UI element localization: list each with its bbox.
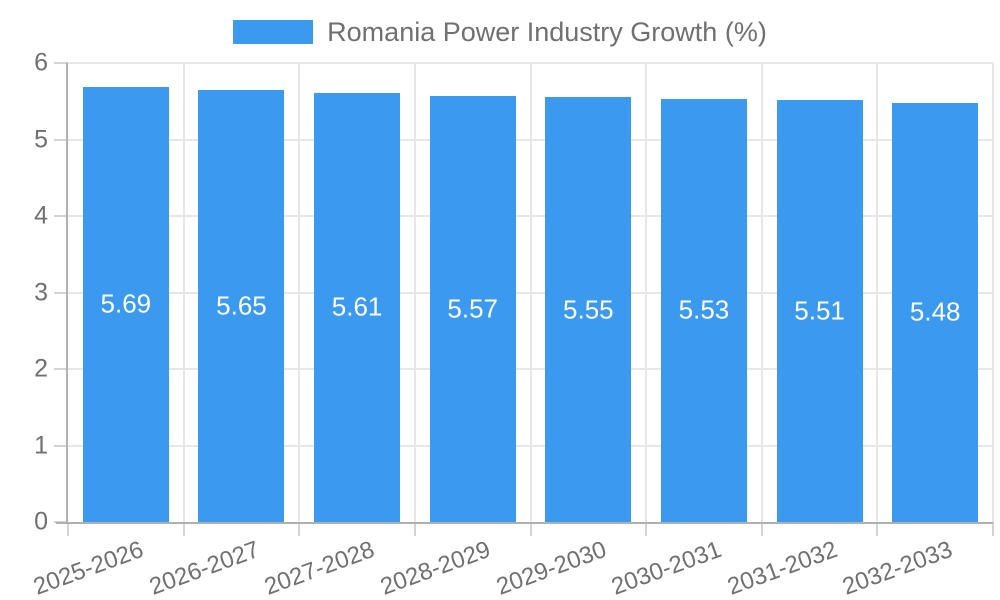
x-tick-label: 2031-2032 bbox=[723, 536, 841, 600]
x-tick-mark bbox=[645, 522, 648, 536]
bar-value-label: 5.61 bbox=[331, 291, 383, 322]
bar[interactable] bbox=[545, 97, 632, 522]
legend-swatch-icon bbox=[233, 20, 314, 44]
y-tick-label: 1 bbox=[34, 431, 48, 459]
x-tick-mark bbox=[876, 522, 879, 536]
legend[interactable]: Romania Power Industry Growth (%) bbox=[0, 12, 1000, 52]
bar[interactable] bbox=[198, 89, 285, 522]
bar-value-label: 5.55 bbox=[563, 294, 614, 325]
x-tick-mark bbox=[760, 522, 763, 536]
x-gridline bbox=[298, 63, 301, 522]
bar-value-label: 5.69 bbox=[100, 288, 152, 319]
y-tick-mark bbox=[54, 138, 68, 141]
x-gridline bbox=[760, 63, 763, 522]
x-gridline bbox=[992, 63, 994, 522]
x-gridline bbox=[645, 63, 648, 522]
x-tick-label: 2028-2029 bbox=[376, 536, 494, 600]
bar[interactable] bbox=[892, 102, 979, 522]
x-gridline bbox=[529, 63, 532, 522]
x-gridline bbox=[182, 63, 185, 522]
y-tick-label: 4 bbox=[34, 201, 48, 230]
bar-value-label: 5.48 bbox=[909, 296, 961, 327]
bar[interactable] bbox=[82, 86, 169, 522]
x-tick-mark bbox=[992, 522, 994, 536]
bar-value-label: 5.53 bbox=[678, 294, 730, 325]
x-tick-label: 2032-2033 bbox=[839, 536, 957, 600]
y-tick-label: 6 bbox=[34, 48, 48, 77]
x-tick-mark bbox=[529, 522, 532, 536]
x-tick-label: 2025-2026 bbox=[29, 536, 148, 600]
x-tick-label: 2030-2031 bbox=[608, 536, 726, 600]
x-tick-label: 2026-2027 bbox=[145, 536, 263, 600]
bar-value-label: 5.65 bbox=[216, 290, 267, 321]
bar[interactable] bbox=[776, 100, 863, 522]
y-tick-mark bbox=[54, 215, 68, 217]
x-tick-mark bbox=[298, 522, 301, 536]
y-tick-label: 5 bbox=[34, 125, 48, 153]
y-tick-label: 0 bbox=[34, 507, 48, 536]
legend-label: Romania Power Industry Growth (%) bbox=[327, 16, 767, 47]
x-gridline bbox=[413, 63, 416, 522]
y-tick-label: 3 bbox=[34, 278, 48, 306]
y-tick-mark bbox=[54, 368, 68, 370]
x-tick-mark bbox=[413, 522, 416, 536]
x-axis-line bbox=[56, 522, 993, 524]
bar[interactable] bbox=[429, 95, 516, 522]
x-tick-mark bbox=[182, 522, 185, 536]
y-tick-mark bbox=[54, 291, 68, 294]
y-tick-label: 2 bbox=[34, 354, 48, 383]
x-tick-mark bbox=[67, 522, 69, 536]
y-axis-line bbox=[66, 63, 68, 522]
x-tick-label: 2027-2028 bbox=[261, 536, 379, 600]
bar-value-label: 5.51 bbox=[794, 295, 845, 326]
bar[interactable] bbox=[314, 92, 401, 522]
x-gridline bbox=[876, 63, 879, 522]
x-tick-label: 2029-2030 bbox=[492, 536, 610, 600]
bar[interactable] bbox=[660, 98, 747, 522]
y-tick-mark bbox=[54, 62, 68, 64]
bar-value-label: 5.57 bbox=[447, 293, 498, 324]
y-tick-mark bbox=[54, 444, 68, 447]
